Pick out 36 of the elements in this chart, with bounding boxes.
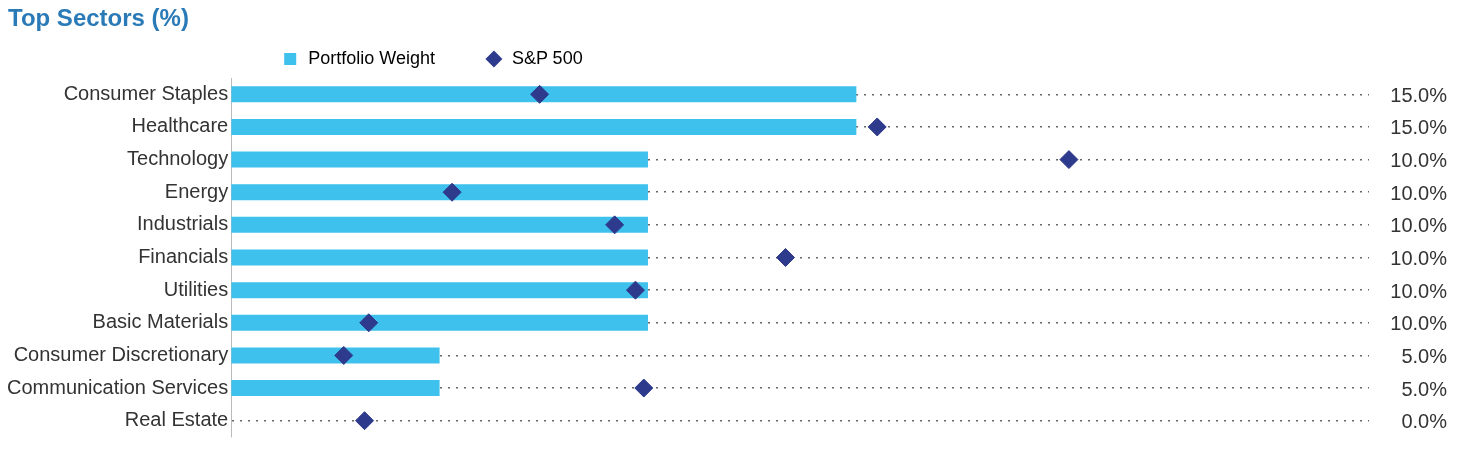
legend-label: Portfolio Weight	[308, 47, 435, 68]
data-label: 10.0%	[1390, 214, 1448, 237]
y-tick-label: Communication Services	[6, 375, 229, 398]
point	[334, 345, 354, 365]
y-tick-label: Industrials	[137, 212, 229, 235]
y-tick-label: Healthcare	[131, 114, 229, 137]
point	[530, 84, 550, 104]
data-label: 10.0%	[1390, 279, 1448, 302]
point	[867, 117, 887, 137]
y-tick-label: Energy	[164, 179, 229, 202]
data-label: 10.0%	[1390, 247, 1448, 270]
legend-label: S&P 500	[511, 47, 583, 68]
point	[776, 248, 796, 267]
point	[634, 378, 654, 398]
data-label: 10.0%	[1390, 312, 1448, 335]
point	[359, 313, 379, 333]
y-tick-label: Utilities	[163, 277, 229, 300]
point	[605, 215, 625, 235]
data-label: 10.0%	[1390, 181, 1448, 204]
data-label: 0.0%	[1401, 410, 1448, 433]
y-tick-label: Consumer Discretionary	[13, 342, 229, 365]
y-tick-label: Consumer Staples	[63, 81, 229, 104]
data-label: 15.0%	[1390, 83, 1448, 106]
chart-title: Top Sectors (%)	[8, 4, 189, 32]
point	[625, 280, 645, 300]
y-tick-label: Technology	[127, 147, 229, 170]
data-label: 15.0%	[1390, 116, 1448, 139]
y-tick-label: Basic Materials	[92, 310, 229, 333]
y-tick-label: Financials	[138, 245, 229, 268]
data-label: 10.0%	[1390, 149, 1448, 172]
point	[442, 182, 462, 202]
point	[1059, 150, 1079, 170]
point	[355, 411, 375, 431]
y-tick-label: Real Estate	[124, 408, 229, 431]
data-label: 5.0%	[1401, 344, 1448, 367]
data-label: 5.0%	[1401, 377, 1448, 400]
